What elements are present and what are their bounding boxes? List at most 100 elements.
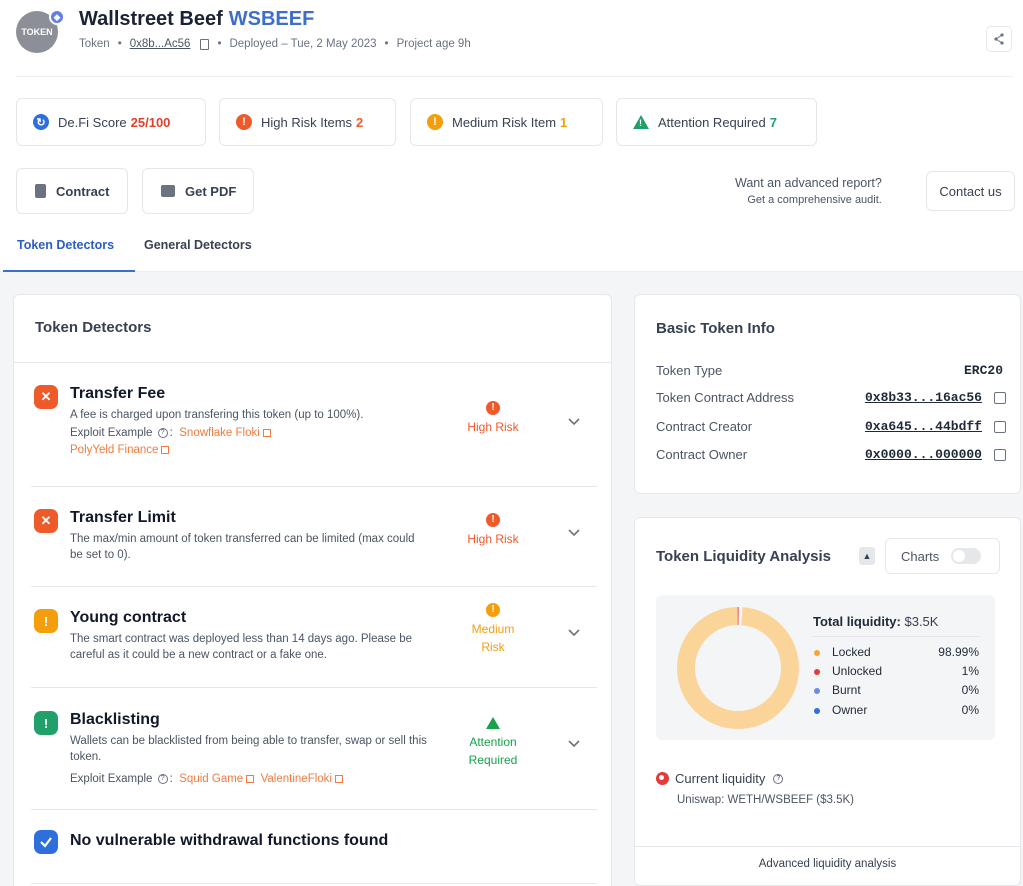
tab-general-detectors[interactable]: General Detectors [144,238,252,252]
tab-divider [0,271,1023,272]
risk-label: High Risk [467,420,519,434]
sort-icon[interactable]: ▲ [859,547,875,565]
token-meta: Token • 0x8b...Ac56 • Deployed – Tue, 2 … [79,38,471,50]
pdf-icon [161,185,175,197]
defi-score-card[interactable]: ↻ De.Fi Score 25/100 [16,98,206,146]
chevron-down-icon[interactable] [567,528,581,538]
current-liquidity: Current liquidity ? [656,771,785,786]
attention-label: Attention Required [658,114,766,130]
risk-label: Medium Risk [471,622,515,654]
high-risk-icon: ✕ [34,385,58,409]
defi-score-label: De.Fi Score [58,114,127,130]
contact-us-button[interactable]: Contact us [926,171,1015,211]
token-detectors-panel: Token Detectors ✕ Transfer Fee A fee is … [13,294,612,886]
advanced-report-sub: Get a comprehensive audit. [747,194,882,206]
total-liquidity-label: Total liquidity: [813,614,901,629]
warning-icon [486,717,500,729]
copy-icon[interactable] [994,392,1006,404]
contract-label: Contract [56,183,110,199]
donut-unlocked-arc [677,607,799,729]
tab-token-detectors[interactable]: Token Detectors [17,238,115,252]
copy-icon[interactable] [200,38,210,50]
info-value: ERC20 [963,363,1003,378]
detector-name: No vulnerable withdrawal functions found [70,832,389,849]
panel-title: Token Liquidity Analysis [656,548,832,565]
help-icon[interactable]: ? [157,773,168,784]
exploit-example-cont: PolyYeld Finance [70,442,170,458]
separator-dot: • [217,38,222,50]
legend-item-owner: Owner 0% [813,703,979,719]
legend-dot [814,669,820,675]
exploit-example: Exploit Example ?: Squid Game ValentineF… [70,771,343,787]
panel-title: Basic Token Info [656,320,775,337]
risk-badge: ! High Risk [459,513,527,548]
ethereum-icon: ◆ [49,9,65,25]
legend-label: Unlocked [832,664,883,678]
help-icon[interactable]: ? [157,427,168,438]
detector-transfer-fee[interactable]: ✕ Transfer Fee A fee is charged upon tra… [14,379,611,487]
divider [31,883,597,884]
divider [31,486,597,487]
chevron-down-icon[interactable] [567,628,581,638]
detector-transfer-limit[interactable]: ✕ Transfer Limit The max/min amount of t… [14,503,611,587]
get-pdf-button[interactable]: Get PDF [142,168,254,214]
detector-description: The max/min amount of token transferred … [70,533,415,561]
legend-dot [814,708,820,714]
detector-name: Transfer Limit [70,509,176,526]
alert-icon: ! [486,513,500,527]
medium-risk-card[interactable]: ! Medium Risk Item 1 [410,98,603,146]
chevron-down-icon[interactable] [567,739,581,749]
owner-address-link[interactable]: 0x0000...000000 [864,447,982,462]
detector-no-vulnerable-withdrawal: No vulnerable withdrawal functions found [14,827,611,867]
high-risk-icon: ✕ [34,509,58,533]
copy-icon[interactable] [994,421,1006,433]
contract-address-link[interactable]: 0x8b33...16ac56 [864,390,982,405]
divider [31,687,597,688]
high-risk-card[interactable]: ! High Risk Items 2 [219,98,396,146]
exploit-link[interactable]: ValentineFloki [260,773,332,785]
attention-card[interactable]: ! Attention Required 7 [616,98,817,146]
project-age: Project age 9h [396,38,471,50]
total-liquidity-value: $3.5K [904,614,939,629]
divider [16,76,1013,77]
external-link-icon [262,428,271,437]
token-title: Wallstreet Beef WSBEEF [79,8,314,31]
external-link-icon [246,774,255,783]
exploit-link[interactable]: Squid Game [179,773,244,785]
toggle-switch[interactable] [951,548,982,564]
charts-toggle[interactable]: Charts [885,538,1000,574]
detector-blacklisting[interactable]: ! Blacklisting Wallets can be blackliste… [14,705,611,809]
medium-risk-icon: ! [34,609,58,633]
check-shield-icon [34,830,58,854]
copy-icon[interactable] [994,449,1006,461]
external-link-icon [161,445,170,454]
divider [635,846,1020,847]
liquidity-donut [677,607,799,729]
creator-address-link[interactable]: 0xa645...44bdff [864,419,982,434]
high-risk-label: High Risk Items [261,114,353,130]
separator-dot: • [117,38,122,50]
charts-label: Charts [901,548,940,564]
legend-label: Burnt [832,683,861,697]
exploit-link[interactable]: Snowflake Floki [179,427,260,439]
detector-young-contract[interactable]: ! Young contract The smart contract was … [14,603,611,687]
token-address-link[interactable]: 0x8b...Ac56 [129,38,191,50]
legend-dot [814,650,820,656]
total-liquidity: Total liquidity: $3.5K [813,614,938,629]
legend-value: 1% [961,664,979,678]
advanced-liquidity-link[interactable]: Advanced liquidity analysis [758,858,897,870]
exploit-link[interactable]: PolyYeld Finance [70,444,159,456]
alert-icon: ! [427,114,443,130]
help-icon[interactable]: ? [773,773,784,784]
chevron-down-icon[interactable] [567,417,581,427]
token-symbol: WSBEEF [228,8,315,30]
token-name: Wallstreet Beef [79,8,223,30]
legend-value: 98.99% [938,645,979,659]
info-key: Contract Creator [656,419,753,434]
risk-label: High Risk [467,532,519,546]
legend-label: Locked [832,645,871,659]
contract-button[interactable]: Contract [16,168,128,214]
info-row-contract-owner: Contract Owner 0x0000...000000 [656,447,1006,465]
risk-badge: ! Medium Risk [459,603,527,656]
share-button[interactable] [986,26,1012,52]
